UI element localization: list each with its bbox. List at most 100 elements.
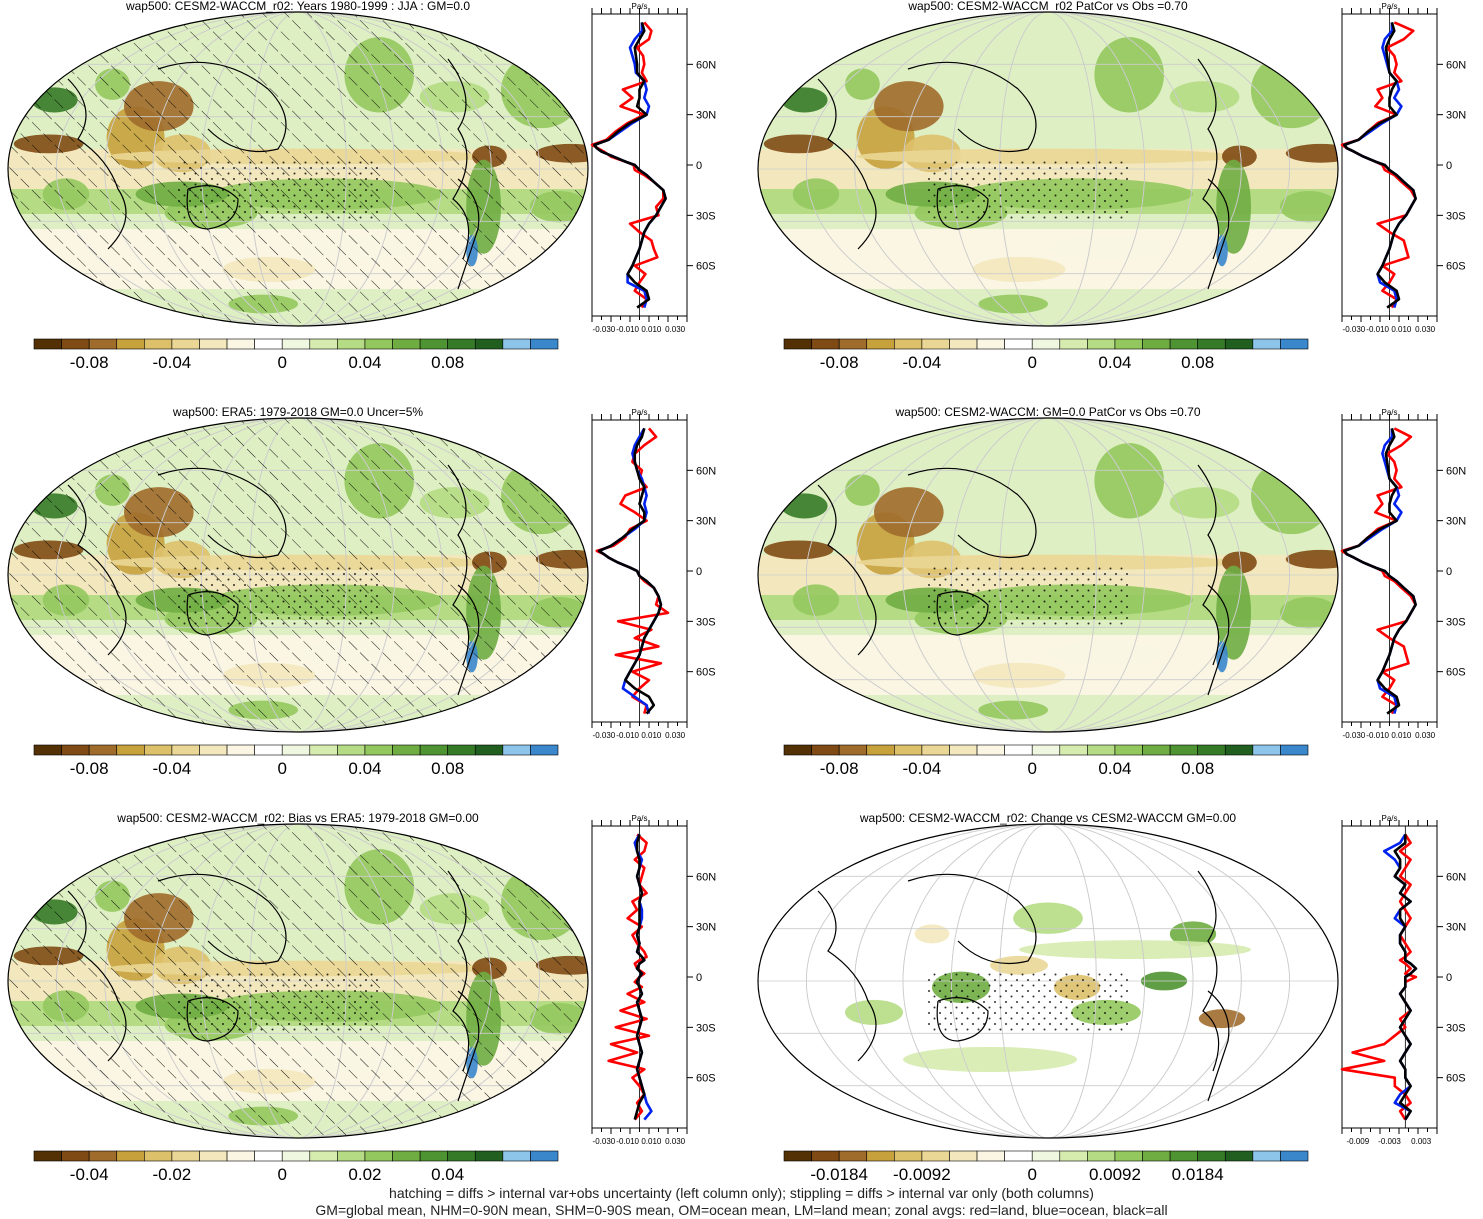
zonal-lat-label: 30S: [696, 616, 716, 628]
colorbar-swatch: [33, 744, 62, 756]
zonal-series-all: [1343, 22, 1417, 309]
colorbar-swatch: [1059, 1150, 1088, 1162]
colorbar-swatch: [419, 1150, 448, 1162]
colorbar-swatch: [894, 1150, 923, 1162]
coastline: [1207, 990, 1230, 1102]
panel-5: wap500: CESM2-WACCM_r02: Bias vs ERA5: 1…: [7, 811, 716, 1184]
colorbar-swatch: [1031, 744, 1061, 756]
colorbar-label: -0.04: [153, 353, 192, 372]
colorbar-swatch: [88, 744, 118, 756]
graticule-meridian: [805, 824, 1291, 1138]
zonal-lat-label: 0: [696, 972, 702, 984]
map-field: [8, 418, 588, 732]
colorbar-swatch: [144, 744, 173, 756]
colorbar-label: 0.08: [1181, 759, 1214, 778]
southern-band: [758, 635, 1338, 695]
colorbar-swatch: [949, 744, 978, 756]
field-feature: [990, 955, 1048, 975]
zonal-x-tick-label: -0.010: [616, 325, 639, 334]
zonal-x-tick-label: -0.030: [1343, 731, 1366, 740]
colorbar-swatch: [1059, 338, 1088, 350]
colorbar-swatch: [811, 338, 840, 350]
colorbar-swatch: [1142, 1150, 1171, 1162]
zonal-lat-label: 30S: [1446, 616, 1466, 628]
zonal-x-tick-label: 0.010: [641, 325, 662, 334]
zonal-lat-label: 30S: [696, 1022, 716, 1034]
zonal-series-all: [1393, 834, 1418, 1121]
field-feature: [1198, 1009, 1246, 1029]
colorbar-swatch: [61, 1150, 90, 1162]
map-field: [758, 418, 1338, 732]
zonal-mean-plot: Pa/s -0.030 -0.010 0.010 0.030 60N 30N 0 30S 60S: [591, 408, 716, 740]
colorbar-label: 0.0092: [1089, 1165, 1141, 1184]
colorbar-label: -0.08: [820, 759, 859, 778]
colorbar-swatch: [502, 338, 531, 350]
zonal-frame: [1341, 825, 1438, 1129]
zonal-x-tick-label: -0.003: [1378, 1137, 1401, 1146]
colorbar-swatch: [309, 744, 338, 756]
zonal-mean-plot: Pa/s -0.030 -0.010 0.010 0.030 60N 30N 0 30S 60S: [1340, 2, 1466, 334]
field-feature: [978, 294, 1048, 314]
colorbar-swatch: [1197, 1150, 1226, 1162]
colorbar-swatch: [1280, 744, 1309, 756]
colorbar-swatch: [921, 338, 950, 350]
zonal-x-tick-label: -0.030: [593, 731, 616, 740]
zonal-series-land: [1340, 833, 1418, 1121]
colorbar-swatch: [1197, 338, 1226, 350]
colorbar-swatch: [419, 338, 448, 350]
colorbar-swatch: [171, 338, 200, 350]
field-feature: [845, 68, 880, 100]
field-feature: [763, 540, 834, 560]
graticule-meridian: [854, 12, 1242, 326]
field-feature: [874, 81, 944, 132]
colorbar-swatch: [976, 1150, 1005, 1162]
coastline: [1197, 464, 1220, 666]
colorbar-swatch: [281, 744, 311, 756]
zonal-lat-label: 60N: [1446, 871, 1466, 883]
colorbar-label: -0.08: [70, 759, 109, 778]
panel-title: wap500: ERA5: 1979-2018 GM=0.0 Uncer=5%: [172, 405, 423, 419]
colorbar: -0.08 -0.04 0 0.04 0.08: [783, 338, 1309, 372]
colorbar-swatch: [1087, 338, 1116, 350]
field-feature: [792, 584, 840, 616]
map-field: [8, 12, 588, 326]
zonal-x-tick-label: -0.010: [616, 731, 639, 740]
colorbar-swatch: [447, 338, 476, 350]
zonal-units: Pa/s: [631, 2, 647, 11]
zonal-lat-label: 30N: [1446, 922, 1466, 934]
zonal-x-tick-label: -0.009: [1346, 1137, 1369, 1146]
zonal-x-tick-label: -0.010: [616, 1137, 639, 1146]
colorbar-label: 0: [1027, 759, 1036, 778]
zonal-lat-label: 60N: [696, 465, 716, 477]
colorbar-swatch: [1004, 1150, 1033, 1162]
zonal-x-tick-label: 0.010: [1391, 731, 1412, 740]
colorbar-swatch: [1142, 338, 1171, 350]
southern-band: [758, 229, 1338, 289]
colorbar-label: -0.08: [820, 353, 859, 372]
coastline: [1197, 870, 1220, 1072]
colorbar-swatch: [199, 744, 228, 756]
zonal-lat-label: 0: [1446, 972, 1452, 984]
colorbar-swatch: [447, 1150, 476, 1162]
field-feature: [845, 474, 880, 506]
field-feature: [972, 662, 1066, 689]
coastline: [907, 467, 1037, 559]
colorbar-swatch: [392, 1150, 421, 1162]
panel-1: wap500: CESM2-WACCM_r02: Years 1980-1999…: [7, 0, 716, 372]
zonal-units: Pa/s: [1381, 408, 1397, 417]
zonal-lat-label: 0: [696, 160, 702, 172]
field-feature: [1280, 190, 1338, 223]
colorbar-swatch: [116, 1150, 145, 1162]
colorbar-label: 0.08: [1181, 353, 1214, 372]
stippling-overlay: [928, 565, 1128, 625]
field-feature: [1169, 81, 1240, 113]
zonal-x-tick-label: -0.010: [1366, 325, 1389, 334]
map-field: [8, 824, 588, 1138]
zonal-lat-label: 60N: [1446, 59, 1466, 71]
zonal-lat-label: 30N: [696, 922, 716, 934]
colorbar-swatch: [1224, 338, 1254, 350]
colorbar-swatch: [1004, 338, 1033, 350]
panel-title: wap500: CESM2-WACCM_r02 PatCor vs Obs =0…: [907, 0, 1188, 13]
field-feature: [1216, 159, 1251, 254]
colorbar-swatch: [171, 744, 200, 756]
